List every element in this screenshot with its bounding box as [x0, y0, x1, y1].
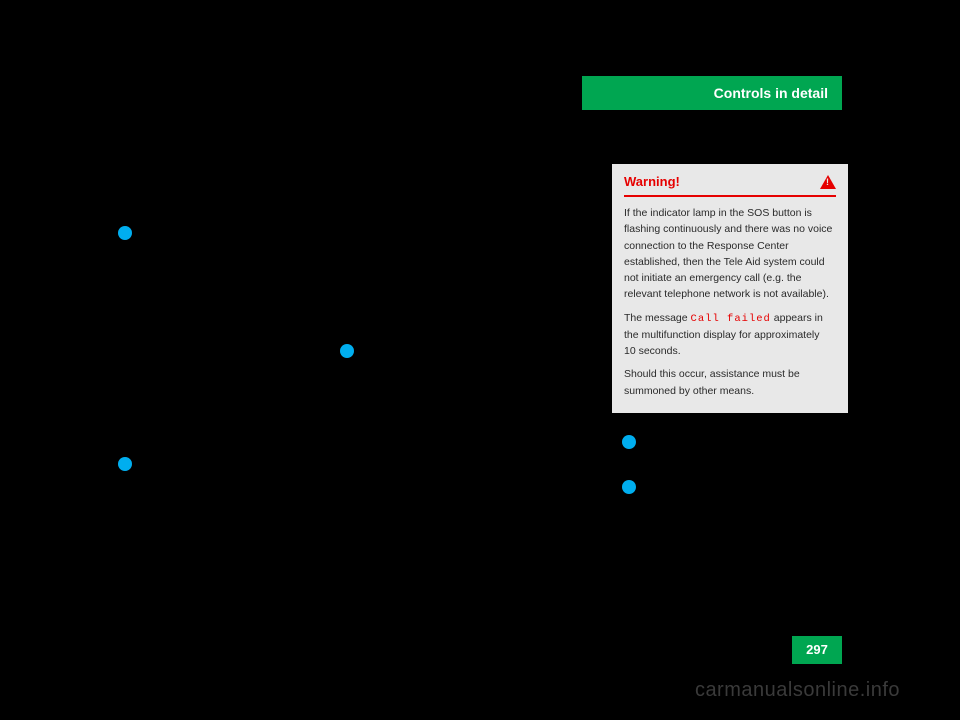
page-number-tab: 297	[792, 636, 842, 664]
warning-paragraph: Should this occur, assistance must be su…	[624, 366, 836, 399]
watermark: carmanualsonline.info	[695, 679, 900, 702]
warning-header: Warning!	[624, 174, 836, 197]
warning-text: The message	[624, 312, 691, 324]
header-title: Controls in detail	[714, 85, 828, 101]
page-number: 297	[806, 642, 828, 657]
bullet-icon	[118, 226, 132, 240]
bullet-icon	[340, 344, 354, 358]
warning-paragraph: The message Call failed appears in the m…	[624, 310, 836, 360]
warning-title: Warning!	[624, 174, 680, 189]
bullet-icon	[118, 457, 132, 471]
call-failed-code: Call failed	[691, 313, 771, 325]
watermark-text: carmanualsonline.info	[695, 679, 900, 701]
bullet-icon	[622, 435, 636, 449]
warning-box: Warning! If the indicator lamp in the SO…	[612, 164, 848, 413]
header-tab: Controls in detail	[582, 76, 842, 110]
warning-paragraph: If the indicator lamp in the SOS button …	[624, 205, 836, 303]
bullet-icon	[622, 480, 636, 494]
warning-triangle-icon	[820, 175, 836, 189]
warning-body: If the indicator lamp in the SOS button …	[624, 205, 836, 399]
